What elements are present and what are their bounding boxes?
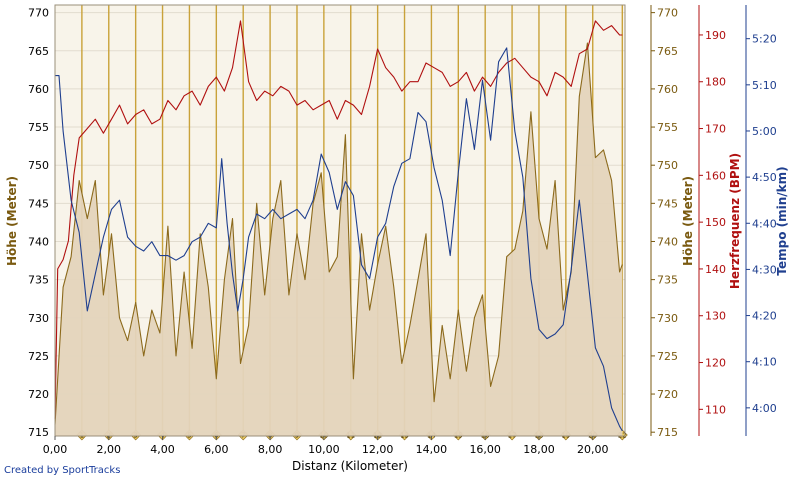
y-tick-label: 5:20 [752, 33, 777, 46]
y-tick-label: 140 [705, 263, 726, 276]
x-axis-title: Distanz (Kilometer) [292, 459, 408, 473]
y-tick-label: 730 [28, 312, 49, 325]
y-tick-label: 4:20 [752, 310, 777, 323]
x-tick-label: 6,00 [204, 443, 229, 456]
series-line-heart-rate [54, 20, 623, 419]
y-axis-title: Höhe (Meter) [5, 176, 19, 266]
plot-frame [54, 4, 626, 437]
x-tick-label: 18,00 [523, 443, 555, 456]
y-tick-label: 715 [657, 426, 678, 439]
y-tick-label: 110 [705, 403, 726, 416]
y-tick-label: 4:00 [752, 402, 777, 415]
y-tick-label: 760 [657, 83, 678, 96]
x-tick-label: 4,00 [150, 443, 175, 456]
y-tick-label: 720 [657, 388, 678, 401]
y-tick-label: 5:00 [752, 125, 777, 138]
y-tick-label: 720 [28, 388, 49, 401]
y-tick-label: 750 [657, 159, 678, 172]
y-axis-title: Höhe (Meter) [681, 176, 695, 266]
x-tick-label: 0,00 [43, 443, 68, 456]
x-tick-label: 14,00 [416, 443, 448, 456]
y-tick-label: 4:30 [752, 263, 777, 276]
y-tick-label: 770 [28, 7, 49, 20]
y-tick-label: 745 [28, 197, 49, 210]
y-tick-label: 4:40 [752, 217, 777, 230]
y-axis-title: Herzfrequenz (BPM) [728, 153, 742, 289]
y-tick-label: 4:10 [752, 356, 777, 369]
y-tick-label: 150 [705, 216, 726, 229]
y-tick-label: 755 [657, 121, 678, 134]
y-tick-label: 190 [705, 29, 726, 42]
axes-layer: 0,00 2,00 4,00 6,00 8,00 10,00 12,00 14,00 16,00… [5, 5, 789, 456]
y-tick-label: 160 [705, 169, 726, 182]
y-tick-label: 130 [705, 310, 726, 323]
y-tick-label: 770 [657, 7, 678, 20]
x-tick-label: 2,00 [97, 443, 122, 456]
y-tick-label: 180 [705, 76, 726, 89]
y-tick-label: 735 [28, 274, 49, 287]
series-line-pace [55, 47, 623, 432]
x-tick-label: 8,00 [258, 443, 283, 456]
y-tick-label: 5:10 [752, 79, 777, 92]
y-tick-label: 745 [657, 197, 678, 210]
y-tick-label: 755 [28, 121, 49, 134]
y-tick-label: 730 [657, 312, 678, 325]
y-tick-label: 740 [28, 235, 49, 248]
y-tick-label: 715 [28, 426, 49, 439]
y-tick-label: 170 [705, 123, 726, 136]
x-tick-label: 16,00 [469, 443, 501, 456]
x-tick-label: 10,00 [308, 443, 340, 456]
y-tick-label: 4:50 [752, 171, 777, 184]
y-tick-label: 735 [657, 274, 678, 287]
x-tick-label: 20,00 [577, 443, 609, 456]
x-tick-label: 12,00 [362, 443, 394, 456]
y-tick-label: 725 [657, 350, 678, 363]
y-axis-title: Tempo (min/km) [775, 166, 789, 275]
y-tick-label: 760 [28, 83, 49, 96]
y-tick-label: 750 [28, 159, 49, 172]
y-tick-label: 765 [657, 45, 678, 58]
y-tick-label: 120 [705, 357, 726, 370]
y-tick-label: 740 [657, 235, 678, 248]
footer-credit[interactable]: Created by SportTracks [4, 465, 121, 476]
series-layer [54, 20, 623, 436]
y-tick-label: 725 [28, 350, 49, 363]
y-tick-label: 765 [28, 45, 49, 58]
